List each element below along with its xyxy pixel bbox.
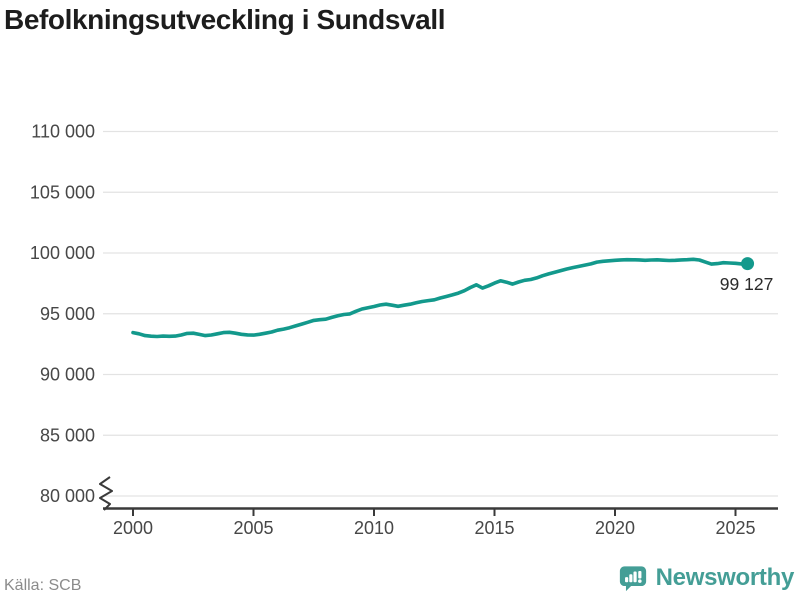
y-axis-tick-label: 95 000 — [40, 304, 95, 324]
x-axis-tick-label: 2010 — [354, 518, 394, 538]
y-axis-tick-label: 85 000 — [40, 425, 95, 445]
x-axis-tick-label: 2000 — [113, 518, 153, 538]
page-title: Befolkningsutveckling i Sundsvall — [4, 4, 446, 35]
icon-exclamation-bar — [637, 570, 642, 578]
newsworthy-logo: Newsworthy — [618, 562, 794, 594]
x-axis-tick-label: 2020 — [595, 518, 635, 538]
icon-bar-1 — [624, 576, 628, 582]
icon-bar-3 — [633, 570, 637, 582]
source-caption: Källa: SCB — [4, 577, 82, 594]
y-axis-tick-label: 105 000 — [30, 182, 95, 202]
x-axis-tick-label: 2025 — [715, 518, 755, 538]
x-axis-tick-label: 2005 — [233, 518, 273, 538]
icon-exclamation-dot — [637, 578, 642, 583]
series-end-dot — [741, 257, 755, 271]
newsworthy-bubble-chart-icon — [619, 565, 646, 591]
y-axis-tick-label: 100 000 — [30, 243, 95, 263]
y-axis-tick-label: 110 000 — [31, 122, 95, 142]
x-axis-tick-label: 2015 — [474, 518, 514, 538]
population-series-line — [131, 257, 750, 339]
axis-break-symbol — [99, 476, 113, 511]
y-axis-tick-label: 90 000 — [40, 365, 95, 385]
y-axis-tick-label: 80 000 — [40, 486, 95, 506]
latest-value-label: 99 127 — [720, 274, 774, 294]
newsworthy-logo-text: Newsworthy — [655, 564, 795, 591]
icon-bar-2 — [628, 573, 633, 582]
